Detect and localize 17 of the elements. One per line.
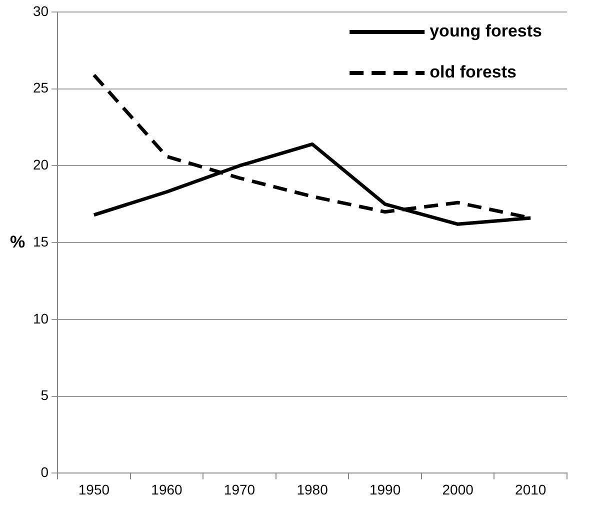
x-tick-label: 2010 [515, 481, 546, 498]
legend-label: young forests [430, 22, 542, 41]
legend-label: old forests [430, 62, 517, 82]
y-tick-label: 20 [32, 156, 49, 173]
x-tick-label: 2000 [442, 481, 474, 498]
y-tick-label: 5 [40, 387, 49, 404]
x-tick-label: 1980 [296, 481, 328, 498]
y-tick-label: 30 [32, 2, 49, 19]
x-tick-label: 1950 [78, 481, 110, 498]
y-tick-label: 0 [40, 464, 49, 480]
y-tick-label: 15 [32, 233, 49, 250]
x-tick-label: 1970 [224, 481, 256, 498]
x-tick-label: 1990 [369, 481, 401, 498]
y-axis-title: % [10, 232, 26, 252]
x-tick-label: 1960 [151, 481, 183, 498]
y-tick-label: 25 [32, 80, 49, 96]
y-tick-label: 10 [32, 310, 49, 326]
